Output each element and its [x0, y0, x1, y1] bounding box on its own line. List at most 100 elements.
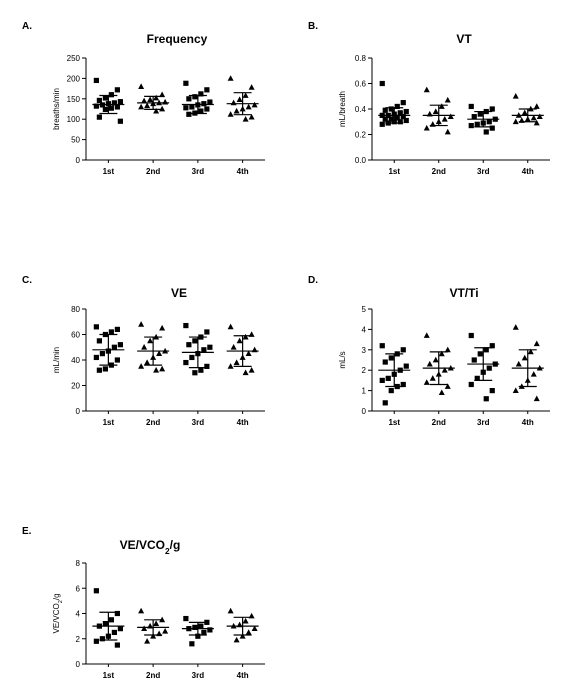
data-point — [230, 344, 237, 350]
data-point — [96, 367, 102, 373]
data-point — [114, 642, 120, 648]
data-point — [198, 91, 204, 97]
y-axis-label: VE/VCO2/g — [52, 593, 64, 633]
data-point — [147, 96, 154, 103]
x-tick-label: 3rd — [192, 671, 205, 680]
data-point — [382, 359, 388, 365]
data-point — [468, 122, 474, 129]
data-point — [379, 80, 385, 87]
y-tick-label: 1 — [362, 387, 367, 396]
x-tick-label: 2nd — [146, 167, 160, 176]
data-point — [512, 118, 519, 125]
data-point — [444, 383, 451, 389]
y-tick-label: 0.0 — [355, 156, 367, 165]
y-tick-label: 0 — [76, 407, 81, 416]
data-point — [114, 357, 120, 363]
data-point — [477, 351, 483, 357]
data-point — [114, 610, 120, 617]
x-tick-label: 4th — [522, 418, 534, 427]
data-point — [533, 119, 540, 126]
chart-panel-1: A. Frequency 0 50 100 150 200 250 breaths/min 1st… — [22, 21, 265, 176]
y-tick-label: 5 — [362, 305, 367, 314]
data-point — [201, 347, 207, 353]
data-point — [483, 347, 489, 353]
data-point — [248, 84, 255, 90]
data-point — [468, 332, 474, 339]
data-point — [242, 92, 249, 98]
data-point — [245, 629, 252, 635]
data-point — [426, 360, 433, 367]
data-point — [227, 111, 234, 117]
data-point — [400, 347, 406, 353]
x-tick-label: 3rd — [192, 418, 205, 427]
data-point — [111, 344, 117, 350]
x-tick-label: 4th — [237, 167, 249, 176]
data-point — [388, 355, 394, 361]
data-point — [489, 106, 495, 112]
data-point — [242, 369, 249, 376]
data-point — [192, 370, 198, 376]
y-axis-label: breaths/min — [52, 88, 61, 130]
data-point — [432, 108, 439, 114]
y-tick-label: 3 — [362, 346, 367, 355]
data-point — [108, 92, 114, 98]
x-tick-label: 1st — [388, 418, 400, 427]
panel-letter: B. — [308, 21, 318, 32]
x-tick-label: 3rd — [477, 167, 490, 176]
data-point — [111, 100, 117, 106]
data-point — [423, 86, 430, 93]
data-point — [114, 104, 120, 110]
panel-title: VT — [456, 32, 472, 46]
data-point — [227, 75, 234, 81]
data-point — [527, 348, 534, 355]
panel-title: VT/Ti — [449, 286, 478, 300]
data-point — [189, 354, 195, 361]
data-point — [207, 627, 213, 633]
data-point — [186, 342, 192, 348]
data-point — [117, 626, 123, 632]
data-point — [230, 99, 237, 106]
data-point — [438, 389, 445, 396]
data-point — [400, 100, 406, 106]
data-point — [489, 125, 495, 131]
data-point — [530, 114, 537, 121]
data-point — [198, 623, 204, 629]
data-point — [183, 359, 189, 366]
data-point — [183, 105, 189, 111]
data-point — [242, 333, 249, 340]
data-point — [198, 108, 204, 114]
data-point — [483, 129, 489, 135]
data-point — [99, 351, 105, 357]
data-point — [93, 588, 99, 594]
data-point — [141, 625, 148, 632]
y-tick-label: 250 — [67, 54, 81, 63]
data-point — [441, 367, 448, 373]
data-point — [102, 621, 108, 627]
x-tick-label: 2nd — [432, 167, 446, 176]
data-point — [394, 103, 400, 110]
y-tick-label: 80 — [71, 305, 80, 314]
data-point — [489, 343, 495, 349]
data-point — [533, 103, 540, 109]
data-point — [248, 367, 255, 373]
data-point — [138, 83, 145, 89]
data-point — [93, 638, 99, 644]
data-point — [438, 350, 445, 357]
data-point — [512, 387, 519, 393]
data-point — [186, 96, 192, 102]
data-point — [204, 329, 210, 335]
data-point — [207, 99, 213, 105]
y-tick-label: 2 — [76, 635, 81, 644]
y-tick-label: 200 — [67, 74, 81, 83]
data-point — [114, 87, 120, 93]
data-point — [385, 375, 391, 381]
data-point — [227, 363, 234, 369]
data-point — [102, 366, 108, 372]
data-point — [156, 350, 163, 357]
data-point — [251, 625, 258, 632]
data-point — [474, 375, 480, 381]
data-point — [388, 116, 394, 122]
x-tick-label: 4th — [522, 167, 534, 176]
data-point — [108, 105, 114, 111]
data-point — [192, 624, 198, 630]
